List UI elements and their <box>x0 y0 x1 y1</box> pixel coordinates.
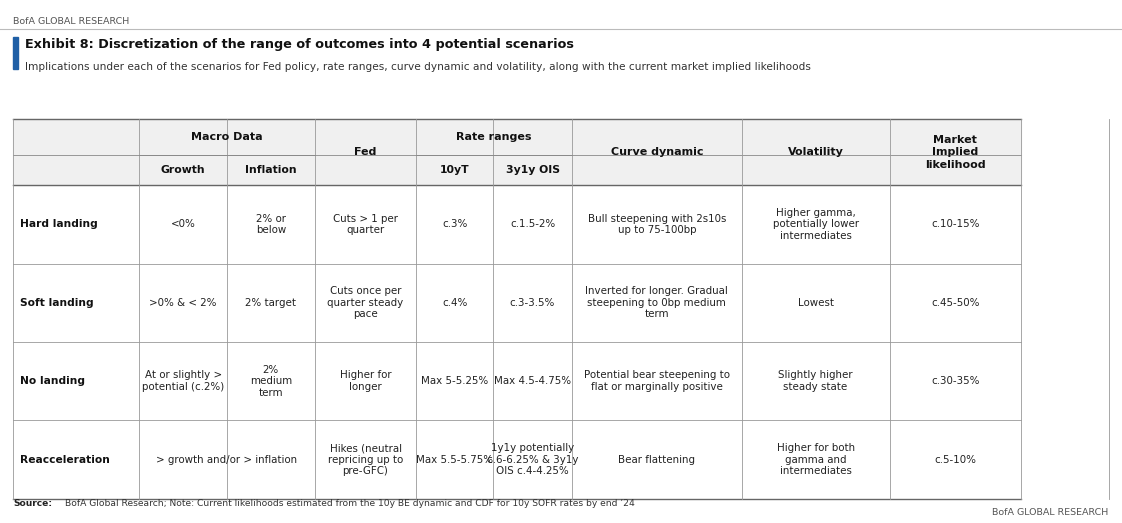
Bar <box>13 37 18 69</box>
Text: Cuts once per
quarter steady
pace: Cuts once per quarter steady pace <box>328 286 404 320</box>
Text: 2%
medium
term: 2% medium term <box>250 365 292 398</box>
Text: No landing: No landing <box>20 376 85 386</box>
Text: c.3%: c.3% <box>442 219 468 230</box>
Text: Fed: Fed <box>355 147 377 157</box>
Text: BofA Global Research; Note: Current likelihoods estimated from the 10y BE dynami: BofA Global Research; Note: Current like… <box>65 499 635 508</box>
Text: Implications under each of the scenarios for Fed policy, rate ranges, curve dyna: Implications under each of the scenarios… <box>25 62 810 72</box>
Text: >0% & < 2%: >0% & < 2% <box>149 298 217 308</box>
Text: c.4%: c.4% <box>442 298 468 308</box>
Text: c.45-50%: c.45-50% <box>931 298 980 308</box>
Text: Reacceleration: Reacceleration <box>20 454 110 465</box>
Text: At or slightly >
potential (c.2%): At or slightly > potential (c.2%) <box>142 370 224 392</box>
Text: Cuts > 1 per
quarter: Cuts > 1 per quarter <box>333 213 398 235</box>
Text: Market
Implied
likelihood: Market Implied likelihood <box>925 135 985 169</box>
Text: Exhibit 8: Discretization of the range of outcomes into 4 potential scenarios: Exhibit 8: Discretization of the range o… <box>25 38 573 51</box>
Text: Higher for both
gamma and
intermediates: Higher for both gamma and intermediates <box>776 443 855 476</box>
Bar <box>13 119 1021 185</box>
Text: Inverted for longer. Gradual
steepening to 0bp medium
term: Inverted for longer. Gradual steepening … <box>586 286 728 320</box>
Text: c.10-15%: c.10-15% <box>931 219 980 230</box>
Text: Bear flattening: Bear flattening <box>618 454 696 465</box>
Text: Hard landing: Hard landing <box>20 219 98 230</box>
Text: c.3-3.5%: c.3-3.5% <box>509 298 555 308</box>
Text: 3y1y OIS: 3y1y OIS <box>506 165 560 175</box>
Text: Higher gamma,
potentially lower
intermediates: Higher gamma, potentially lower intermed… <box>773 208 858 241</box>
Text: c.1.5-2%: c.1.5-2% <box>509 219 555 230</box>
Text: Max 4.5-4.75%: Max 4.5-4.75% <box>494 376 571 386</box>
Text: Hikes (neutral
repricing up to
pre-GFC): Hikes (neutral repricing up to pre-GFC) <box>328 443 403 476</box>
Text: Higher for
longer: Higher for longer <box>340 370 392 392</box>
Text: Slightly higher
steady state: Slightly higher steady state <box>779 370 853 392</box>
Text: Max 5-5.25%: Max 5-5.25% <box>421 376 488 386</box>
Text: Source:: Source: <box>13 499 53 508</box>
Text: c.30-35%: c.30-35% <box>931 376 980 386</box>
Text: Lowest: Lowest <box>798 298 834 308</box>
Text: Growth: Growth <box>160 165 205 175</box>
Text: Soft landing: Soft landing <box>20 298 94 308</box>
Text: Macro Data: Macro Data <box>191 132 263 142</box>
Text: Curve dynamic: Curve dynamic <box>610 147 703 157</box>
Text: 10yT: 10yT <box>440 165 470 175</box>
Text: Potential bear steepening to
flat or marginally positive: Potential bear steepening to flat or mar… <box>583 370 729 392</box>
Text: c.5-10%: c.5-10% <box>935 454 976 465</box>
Text: BofA GLOBAL RESEARCH: BofA GLOBAL RESEARCH <box>992 508 1109 517</box>
Text: Rate ranges: Rate ranges <box>457 132 532 142</box>
Text: 2% target: 2% target <box>246 298 296 308</box>
Text: > growth and/or > inflation: > growth and/or > inflation <box>156 454 297 465</box>
Text: Inflation: Inflation <box>245 165 296 175</box>
Text: Bull steepening with 2s10s
up to 75-100bp: Bull steepening with 2s10s up to 75-100b… <box>588 213 726 235</box>
Text: <0%: <0% <box>171 219 195 230</box>
Text: 1y1y potentially
c.6-6.25% & 3y1y
OIS c.4-4.25%: 1y1y potentially c.6-6.25% & 3y1y OIS c.… <box>487 443 578 476</box>
Text: BofA GLOBAL RESEARCH: BofA GLOBAL RESEARCH <box>13 17 130 26</box>
Text: 2% or
below: 2% or below <box>256 213 286 235</box>
Text: Max 5.5-5.75%: Max 5.5-5.75% <box>416 454 494 465</box>
Text: Volatility: Volatility <box>788 147 844 157</box>
